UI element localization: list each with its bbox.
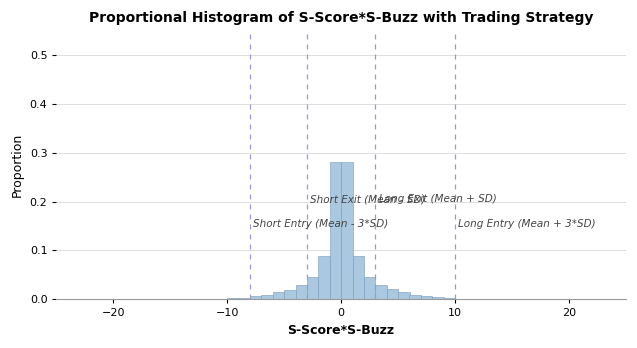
Bar xyxy=(398,293,410,299)
Text: Short Exit (Mean - SD): Short Exit (Mean - SD) xyxy=(310,194,426,204)
X-axis label: S-Score*S-Buzz: S-Score*S-Buzz xyxy=(287,324,395,337)
Bar xyxy=(433,298,443,299)
Bar xyxy=(330,162,341,299)
Text: Short Entry (Mean - 3*SD): Short Entry (Mean - 3*SD) xyxy=(254,219,389,229)
Bar xyxy=(364,277,375,299)
Bar xyxy=(284,290,296,299)
Bar xyxy=(410,295,421,299)
Bar xyxy=(239,298,250,299)
Bar xyxy=(261,295,273,299)
Y-axis label: Proportion: Proportion xyxy=(11,133,24,197)
Bar xyxy=(227,298,239,299)
Bar xyxy=(375,285,387,299)
Bar xyxy=(307,277,318,299)
Text: Long Exit (Mean + SD): Long Exit (Mean + SD) xyxy=(379,194,496,204)
Bar xyxy=(318,256,330,299)
Bar xyxy=(273,292,284,299)
Bar xyxy=(352,256,364,299)
Text: Long Entry (Mean + 3*SD): Long Entry (Mean + 3*SD) xyxy=(459,219,596,229)
Bar xyxy=(387,290,398,299)
Bar xyxy=(296,285,307,299)
Bar xyxy=(341,162,352,299)
Bar xyxy=(443,298,455,299)
Title: Proportional Histogram of S-Score*S-Buzz with Trading Strategy: Proportional Histogram of S-Score*S-Buzz… xyxy=(89,11,593,25)
Bar xyxy=(250,296,261,299)
Bar xyxy=(421,296,433,299)
